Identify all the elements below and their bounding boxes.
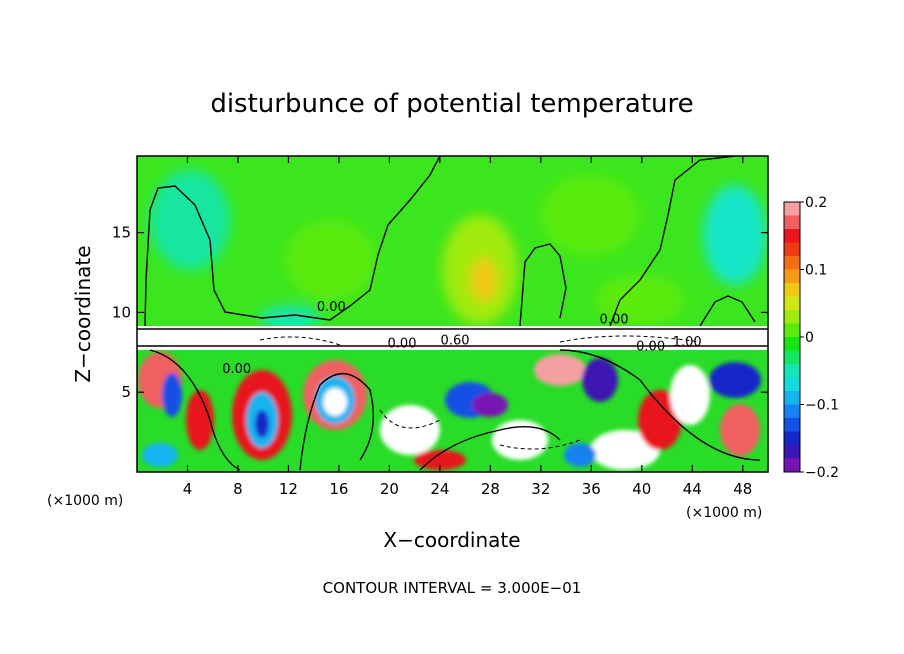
- colorbar-swatch-4: [784, 256, 800, 270]
- plot-area: [137, 156, 768, 472]
- x-tick-label-5: 24: [430, 480, 449, 498]
- colorbar-swatch-12: [784, 364, 800, 378]
- contour-label-1: 0.00: [222, 362, 251, 377]
- contour-label-3: 0.60: [441, 333, 470, 348]
- y-tick-label-0: 5: [121, 383, 131, 401]
- x-tick-label-7: 32: [531, 480, 550, 498]
- colorbar-swatch-10: [784, 337, 800, 351]
- colorbar-swatch-18: [784, 445, 800, 459]
- contour-label-5: 0.00: [636, 340, 665, 355]
- x-tick-label-11: 48: [733, 480, 752, 498]
- x-unit-label-right: (×1000 m): [686, 505, 762, 521]
- contour-interval-label: CONTOUR INTERVAL = 3.000E−01: [323, 579, 582, 597]
- colorbar-tick-label-0: 0.2: [805, 195, 827, 211]
- x-axis-label: X−coordinate: [383, 528, 520, 552]
- colorbar-swatch-14: [784, 391, 800, 405]
- colorbar-swatch-1: [784, 215, 800, 230]
- x-tick-label-3: 16: [329, 480, 348, 498]
- colorbar-swatch-13: [784, 377, 800, 392]
- colorbar-swatch-6: [784, 283, 800, 297]
- colorbar-swatch-7: [784, 296, 800, 311]
- colorbar-swatch-17: [784, 431, 800, 446]
- colorbar-tick-label-3: −0.1: [805, 398, 839, 414]
- colorbar-swatch-5: [784, 269, 800, 284]
- contour-labels: 0.00 0.00 0.00 0.60 0.00 0.00 1.00: [222, 300, 701, 377]
- chart-title: disturbunce of potential temperature: [210, 89, 693, 119]
- colorbar: 0.2 0.1 0 −0.1 −0.2: [783, 195, 839, 481]
- contour-label-6: 1.00: [673, 335, 702, 350]
- contour-label-4: 0.00: [600, 313, 629, 328]
- plot-frame: [136, 155, 769, 473]
- y-axis: 5 10 15: [112, 224, 768, 401]
- colorbar-swatch-16: [784, 418, 800, 432]
- contour-label-2: 0.00: [388, 337, 417, 352]
- colorbar-swatch-8: [784, 310, 800, 324]
- x-tick-label-10: 44: [683, 480, 702, 498]
- x-tick-label-4: 20: [380, 480, 399, 498]
- contour-label-0: 0.00: [317, 300, 346, 315]
- colorbar-swatch-11: [784, 350, 800, 365]
- x-tick-label-0: 4: [183, 480, 193, 498]
- colorbar-swatch-2: [784, 229, 800, 243]
- x-tick-label-2: 12: [279, 480, 298, 498]
- colorbar-tick-label-2: 0: [805, 330, 814, 346]
- colorbar-swatch-3: [784, 242, 800, 257]
- y-tick-label-1: 10: [112, 303, 131, 321]
- x-axis: 4 8 12 16 20 24 28 32 36 40 44 48: [183, 156, 752, 498]
- dashed-contours: [259, 335, 701, 450]
- colorbar-swatch-9: [784, 323, 800, 338]
- y-axis-label: Z−coordinate: [71, 245, 95, 382]
- x-tick-label-6: 28: [481, 480, 500, 498]
- colorbar-swatch-0: [784, 202, 800, 216]
- x-tick-label-9: 40: [632, 480, 651, 498]
- colorbar-tick-label-4: −0.2: [805, 465, 839, 481]
- colorbar-swatch-15: [784, 404, 800, 419]
- x-unit-label: (×1000 m): [47, 493, 123, 509]
- lower-layer-anomalies: [138, 352, 761, 470]
- x-tick-label-8: 36: [582, 480, 601, 498]
- colorbar-tick-label-1: 0.1: [805, 263, 827, 279]
- zero-contours: [137, 156, 768, 471]
- x-tick-label-1: 8: [233, 480, 243, 498]
- colorbar-swatch-19: [784, 458, 800, 473]
- y-tick-label-2: 15: [112, 224, 131, 242]
